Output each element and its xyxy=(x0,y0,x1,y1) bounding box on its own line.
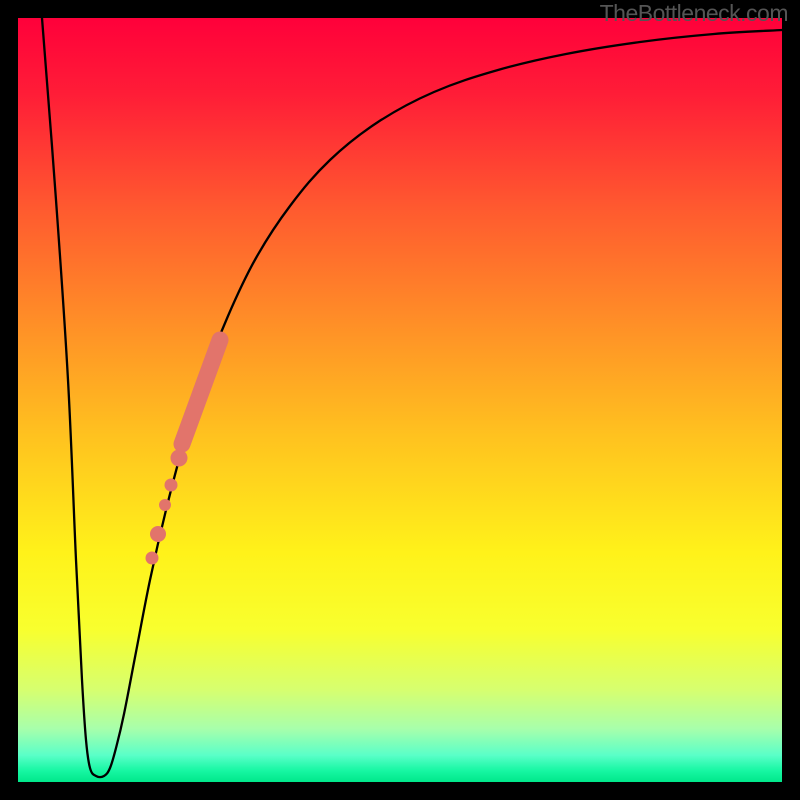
chart-svg xyxy=(0,0,800,800)
watermark-text: TheBottleneck.com xyxy=(600,0,788,27)
bottleneck-chart: TheBottleneck.com xyxy=(0,0,800,800)
